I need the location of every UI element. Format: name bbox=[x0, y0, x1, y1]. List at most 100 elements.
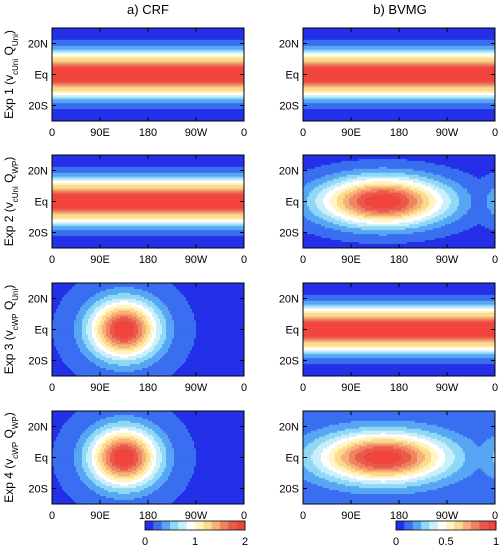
heatmap-cell bbox=[106, 51, 109, 55]
heatmap-cell bbox=[184, 103, 187, 106]
heatmap-cell bbox=[74, 49, 77, 53]
heatmap-cell bbox=[78, 53, 81, 57]
heatmap-cell bbox=[493, 28, 495, 31]
heatmap-cell bbox=[222, 29, 225, 33]
heatmap-cell bbox=[114, 103, 117, 106]
heatmap-cell bbox=[180, 45, 183, 49]
heatmap-cell bbox=[70, 65, 73, 69]
heatmap-cell bbox=[186, 83, 189, 86]
heatmap-cell bbox=[178, 79, 181, 83]
heatmap-cell bbox=[463, 33, 466, 37]
heatmap-cell bbox=[196, 33, 199, 37]
heatmap-cell bbox=[198, 37, 201, 41]
heatmap-cell bbox=[172, 33, 175, 37]
heatmap-cell bbox=[218, 39, 221, 43]
heatmap-cell bbox=[240, 99, 243, 102]
heatmap-cell bbox=[194, 109, 197, 112]
heatmap-cell bbox=[76, 67, 79, 71]
heatmap-cell bbox=[152, 79, 155, 83]
x-tick-label: 0 bbox=[49, 127, 55, 139]
heatmap-cell bbox=[168, 49, 171, 53]
heatmap-cell bbox=[96, 59, 99, 63]
heatmap-cell bbox=[106, 89, 109, 92]
heatmap-cell bbox=[54, 119, 57, 121]
heatmap-cell bbox=[100, 99, 103, 102]
heatmap-cell bbox=[130, 111, 133, 114]
heatmap-cell bbox=[216, 119, 219, 121]
heatmap-cell bbox=[140, 69, 143, 73]
heatmap-cell bbox=[80, 75, 83, 79]
heatmap-cell bbox=[204, 47, 207, 51]
heatmap-cell bbox=[126, 63, 129, 67]
heatmap-cell bbox=[122, 85, 125, 88]
heatmap-cell bbox=[140, 87, 143, 90]
heatmap-cell bbox=[182, 49, 185, 53]
heatmap-cell bbox=[160, 107, 163, 110]
heatmap-cell bbox=[172, 28, 175, 31]
heatmap-cell bbox=[202, 29, 205, 33]
heatmap-cell bbox=[80, 97, 83, 100]
heatmap-cell bbox=[206, 115, 209, 118]
heatmap-cell bbox=[112, 37, 115, 41]
heatmap-cell bbox=[218, 53, 221, 57]
heatmap-cell bbox=[60, 61, 63, 65]
heatmap-cell bbox=[212, 51, 215, 55]
heatmap-cell bbox=[226, 67, 229, 71]
heatmap-cell bbox=[78, 107, 81, 110]
heatmap-cell bbox=[210, 35, 213, 39]
heatmap-cell bbox=[76, 28, 79, 31]
heatmap-cell bbox=[98, 93, 101, 96]
heatmap-cell bbox=[226, 113, 229, 116]
heatmap-cell bbox=[156, 57, 159, 61]
heatmap-cell bbox=[140, 45, 143, 49]
heatmap-cell bbox=[479, 33, 482, 37]
heatmap-cell bbox=[150, 57, 153, 61]
heatmap-cell bbox=[198, 109, 201, 112]
heatmap-cell bbox=[62, 77, 65, 81]
heatmap-cell bbox=[72, 59, 75, 63]
heatmap-cell bbox=[421, 28, 424, 31]
heatmap-cell bbox=[128, 63, 131, 67]
heatmap-cell bbox=[198, 77, 201, 81]
heatmap-cell bbox=[186, 73, 189, 77]
heatmap-cell bbox=[234, 101, 237, 104]
heatmap-cell bbox=[110, 67, 113, 71]
heatmap-cell bbox=[120, 109, 123, 112]
heatmap-cell bbox=[108, 29, 111, 33]
heatmap-cell bbox=[80, 85, 83, 88]
heatmap-cell bbox=[220, 35, 223, 39]
heatmap-cell bbox=[477, 29, 480, 33]
heatmap-cell bbox=[240, 37, 243, 41]
heatmap-cell bbox=[60, 65, 63, 69]
heatmap-cell bbox=[134, 37, 137, 41]
heatmap-cell bbox=[88, 99, 91, 102]
heatmap-cell bbox=[172, 61, 175, 65]
heatmap-cell bbox=[106, 107, 109, 110]
heatmap-cell bbox=[130, 33, 133, 37]
heatmap-cell bbox=[68, 71, 71, 75]
heatmap-cell bbox=[52, 77, 55, 81]
heatmap-cell bbox=[194, 99, 197, 102]
heatmap-cell bbox=[102, 81, 105, 85]
heatmap-cell bbox=[232, 79, 235, 83]
heatmap-cell bbox=[178, 45, 181, 49]
heatmap-cell bbox=[166, 83, 169, 86]
heatmap-cell bbox=[72, 91, 75, 94]
heatmap-cell bbox=[132, 39, 135, 43]
heatmap-cell bbox=[184, 65, 187, 69]
heatmap-cell bbox=[96, 101, 99, 104]
heatmap-cell bbox=[94, 51, 97, 55]
heatmap-cell bbox=[212, 39, 215, 43]
heatmap-cell bbox=[178, 99, 181, 102]
heatmap-cell bbox=[110, 51, 113, 55]
heatmap-cell bbox=[76, 45, 79, 49]
heatmap-cell bbox=[230, 43, 233, 47]
heatmap-cell bbox=[196, 109, 199, 112]
heatmap-cell bbox=[172, 71, 175, 75]
heatmap-cell bbox=[104, 43, 107, 47]
heatmap-cell bbox=[206, 107, 209, 110]
heatmap-cell bbox=[108, 101, 111, 104]
heatmap-cell bbox=[112, 79, 115, 83]
heatmap-cell bbox=[90, 105, 93, 108]
heatmap-cell bbox=[152, 28, 155, 31]
